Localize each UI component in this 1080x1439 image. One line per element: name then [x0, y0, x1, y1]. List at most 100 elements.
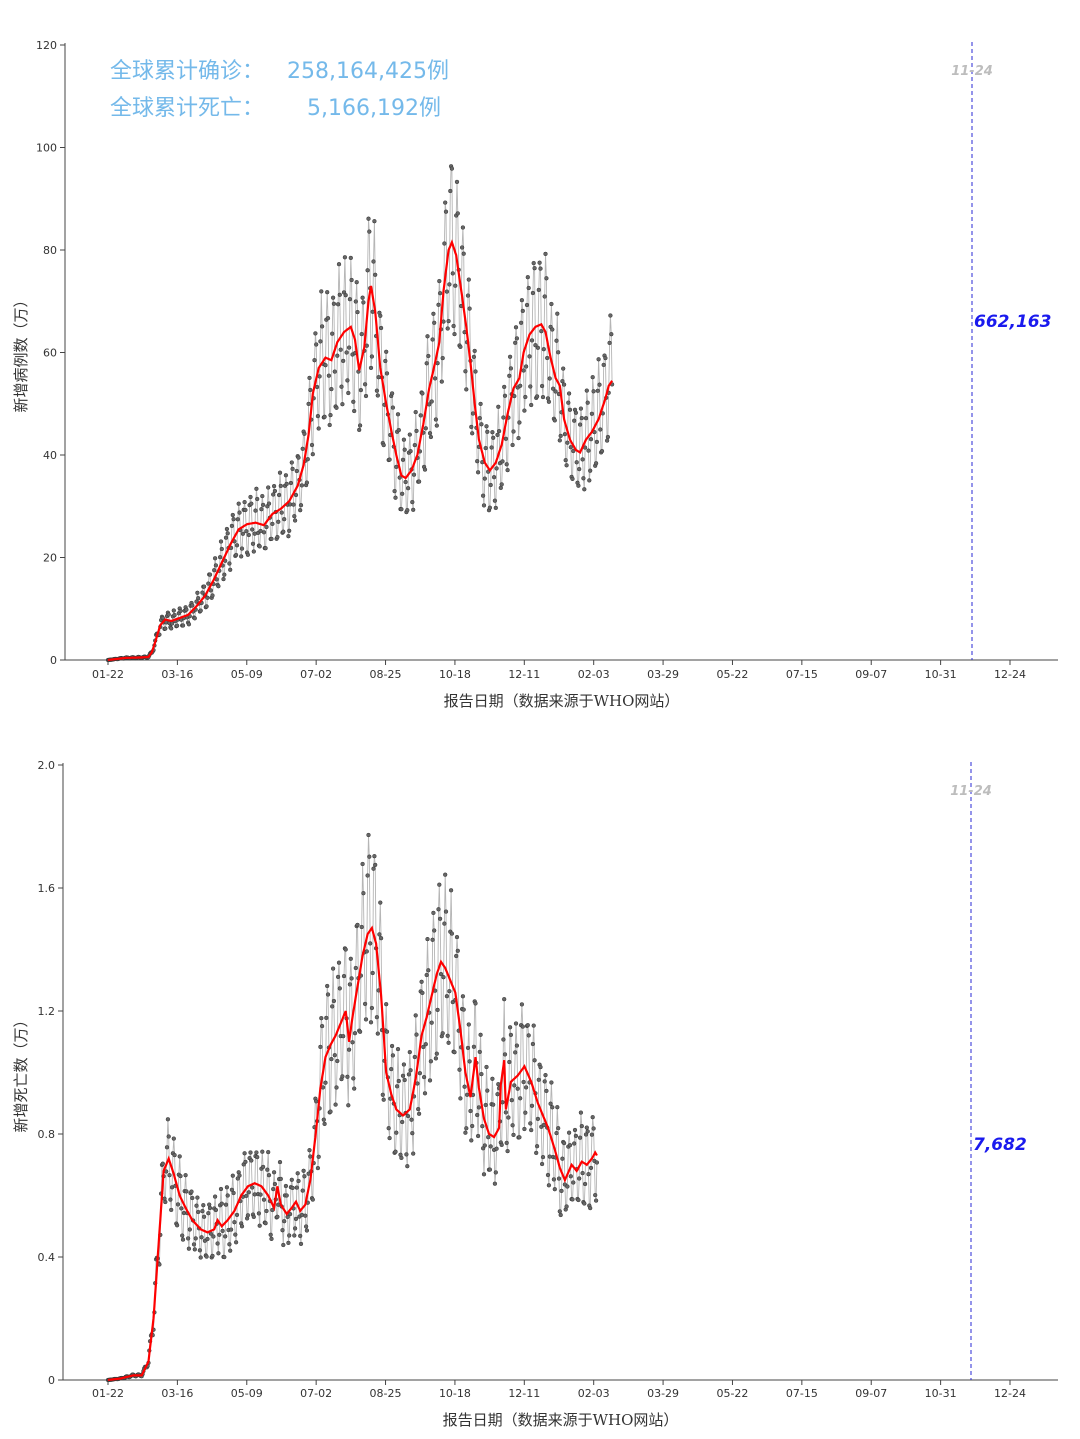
daily-reported-point: [546, 1183, 552, 1188]
x-tick-label: 08-25: [370, 668, 402, 681]
daily-reported-point: [323, 1080, 328, 1085]
daily-reported-point: [529, 1127, 534, 1133]
daily-reported-point: [428, 1059, 434, 1064]
total-deaths-value: 5,166,192例: [307, 96, 441, 121]
daily-reported-point: [455, 211, 460, 216]
daily-reported-point: [201, 584, 207, 589]
daily-reported-point: [461, 1007, 466, 1012]
daily-reported-point: [346, 1103, 351, 1108]
daily-reported-point: [408, 1068, 413, 1073]
daily-reported-point: [378, 900, 383, 905]
x-tick-label: 12-24: [994, 668, 1026, 681]
daily-reported-point: [389, 1043, 395, 1049]
daily-reported-point: [511, 429, 516, 434]
current-date-marker-label: 11-24: [951, 64, 993, 79]
daily-reported-point: [293, 1216, 299, 1222]
daily-reported-point: [277, 470, 283, 475]
daily-reported-point: [239, 546, 245, 551]
daily-reported-point: [427, 1078, 433, 1083]
daily-reported-point: [458, 344, 463, 350]
daily-reported-point: [426, 968, 431, 973]
daily-reported-point: [542, 294, 547, 299]
daily-reported-point: [263, 1221, 268, 1226]
daily-reported-point: [459, 245, 465, 250]
daily-reported-point: [298, 508, 303, 513]
daily-reported-point: [561, 1140, 567, 1146]
daily-reported-point: [186, 1246, 192, 1251]
daily-reported-point: [523, 1085, 529, 1090]
daily-reported-point: [304, 1228, 310, 1233]
daily-reported-point: [231, 1190, 236, 1196]
daily-reported-point: [482, 1143, 487, 1148]
daily-reported-point: [250, 527, 255, 532]
daily-reported-point: [260, 1149, 265, 1154]
daily-reported-point: [212, 568, 217, 573]
daily-reported-point: [228, 1248, 233, 1253]
daily-reported-point: [534, 1144, 540, 1149]
daily-reported-point: [473, 1001, 478, 1006]
daily-reported-point: [242, 1151, 247, 1156]
daily-reported-point: [365, 268, 370, 273]
daily-reported-point: [329, 386, 334, 392]
daily-reported-point: [484, 424, 489, 429]
daily-reported-point: [491, 475, 497, 480]
daily-reported-point: [195, 1195, 200, 1200]
daily-reported-point: [460, 225, 466, 230]
daily-reported-point: [326, 373, 332, 378]
daily-reported-point: [604, 438, 610, 443]
daily-reported-point: [227, 1242, 232, 1247]
daily-reported-point: [437, 291, 443, 296]
daily-reported-point: [352, 1031, 358, 1036]
daily-reported-point: [298, 503, 304, 508]
daily-reported-point: [363, 1017, 369, 1022]
daily-reported-point: [180, 1233, 185, 1238]
daily-reported-point: [350, 1040, 355, 1045]
daily-reported-point: [257, 544, 262, 549]
daily-reported-point: [410, 499, 415, 505]
daily-reported-point: [166, 612, 171, 617]
daily-reported-point: [300, 1188, 305, 1193]
daily-reported-point: [337, 292, 342, 297]
daily-reported-point: [314, 1099, 319, 1104]
y-axis-title: 新增死亡数（万）: [12, 1012, 30, 1132]
daily-reported-point: [263, 546, 268, 551]
daily-reported-point: [518, 383, 523, 388]
daily-reported-point: [494, 1146, 499, 1151]
daily-reported-point: [490, 1076, 495, 1081]
daily-reported-point: [166, 1134, 171, 1139]
daily-reported-point: [183, 1173, 188, 1178]
daily-reported-point: [266, 485, 271, 490]
daily-reported-point: [335, 353, 340, 358]
daily-reported-point: [384, 371, 390, 376]
daily-reported-point: [357, 1029, 363, 1034]
daily-reported-point: [473, 369, 478, 374]
total-cases-value: 258,164,425例: [287, 59, 449, 84]
daily-reported-point: [465, 293, 471, 298]
daily-reported-point: [266, 501, 272, 506]
x-tick-label: 12-11: [508, 668, 540, 681]
x-tick-label: 10-31: [925, 668, 957, 681]
daily-reported-point: [239, 554, 244, 559]
daily-reported-point: [337, 986, 342, 991]
daily-reported-point: [180, 623, 186, 628]
daily-reported-point: [275, 534, 280, 540]
daily-reported-point: [501, 415, 506, 420]
daily-reported-point: [523, 394, 528, 400]
daily-reported-point: [598, 427, 603, 432]
daily-reported-point: [493, 1170, 498, 1175]
daily-reported-point: [299, 483, 305, 488]
daily-reported-point: [491, 1102, 496, 1107]
daily-reported-point: [420, 990, 425, 996]
daily-reported-point: [499, 1142, 504, 1148]
daily-reported-point: [242, 499, 247, 505]
daily-reported-point: [422, 1091, 428, 1096]
daily-reported-point: [511, 1132, 516, 1138]
daily-reported-point: [346, 390, 351, 396]
daily-reported-point: [405, 1164, 410, 1169]
daily-reported-point: [458, 1096, 463, 1101]
daily-reported-point: [478, 401, 483, 407]
daily-reported-point: [485, 1088, 490, 1093]
daily-reported-point: [355, 922, 360, 928]
daily-reported-point: [220, 1228, 225, 1234]
daily-reported-point: [571, 1180, 576, 1185]
